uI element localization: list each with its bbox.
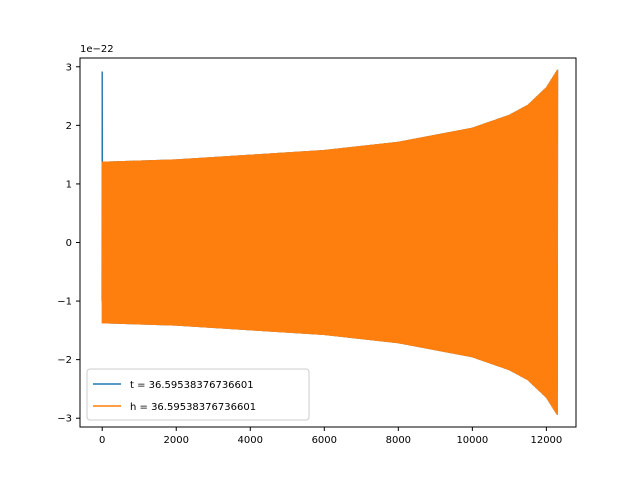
x-tick-label: 10000 [456,435,488,446]
x-tick-label: 8000 [386,435,411,446]
axes-frame [79,57,577,428]
x-tick-label: 12000 [530,435,562,446]
y-axis: −3 −2 −1 0 1 2 3 [57,62,80,425]
y-tick-label: −3 [57,414,72,425]
series-line-2 [101,69,559,415]
legend-label-1: t = 36.59538376736601 [130,380,254,391]
x-axis: 0 2000 4000 6000 8000 10000 12000 [99,427,562,446]
y-tick-label: 3 [66,62,72,73]
legend: t = 36.59538376736601 h = 36.595383767366… [86,368,310,421]
y-tick-label: −1 [57,297,72,308]
y-tick-label: 1 [66,179,72,190]
x-tick-label: 4000 [238,435,263,446]
x-tick-label: 0 [99,435,105,446]
x-tick-label: 6000 [312,435,337,446]
x-tick-label: 2000 [164,435,189,446]
legend-label-2: h = 36.59538376736601 [130,402,256,413]
legend-box [86,368,310,421]
y-tick-label: −2 [57,355,72,366]
y-tick-label: 2 [66,121,72,132]
plot-area [101,69,559,415]
y-offset-label: 1e−22 [80,44,114,55]
y-tick-label: 0 [66,238,72,249]
